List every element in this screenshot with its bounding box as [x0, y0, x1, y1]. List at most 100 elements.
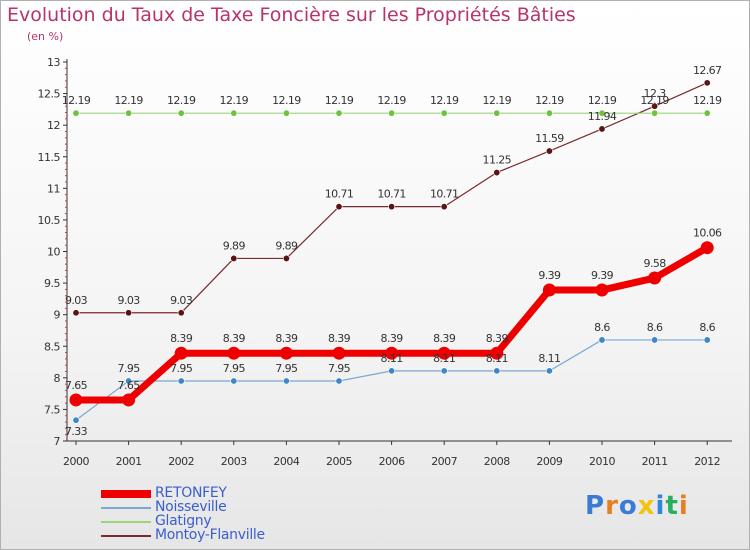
- data-point-montoy-flanville: [493, 169, 501, 177]
- data-point-retonfey: [279, 346, 293, 360]
- data-label-glatigny: 12.19: [640, 94, 669, 107]
- data-label-glatigny: 12.19: [535, 94, 564, 107]
- x-tick-label: 2003: [221, 455, 247, 468]
- x-tick-label: 2012: [694, 455, 720, 468]
- data-point-retonfey: [700, 241, 714, 255]
- chart-subtitle: (en %): [27, 30, 64, 43]
- y-tick-label: 11.5: [38, 151, 61, 164]
- logo-letter: i: [655, 491, 666, 521]
- data-point-glatigny: [440, 109, 448, 117]
- data-point-noisseville: [703, 336, 711, 344]
- data-point-noisseville: [440, 367, 448, 375]
- data-label-noisseville: 8.11: [433, 352, 455, 365]
- data-label-montoy-flanville: 9.89: [223, 239, 246, 252]
- legend-label-noisseville: Noisseville: [155, 499, 227, 515]
- data-point-retonfey: [437, 346, 451, 360]
- x-tick-label: 2011: [642, 455, 668, 468]
- data-point-noisseville: [335, 377, 343, 385]
- data-label-noisseville: 7.95: [223, 362, 246, 375]
- data-label-montoy-flanville: 9.03: [170, 294, 193, 307]
- data-label-montoy-flanville: 11.94: [588, 110, 617, 123]
- data-label-retonfey: 7.65: [65, 379, 88, 392]
- data-point-retonfey: [385, 346, 399, 360]
- data-label-montoy-flanville: 9.03: [65, 294, 88, 307]
- data-label-glatigny: 12.19: [272, 94, 301, 107]
- data-point-retonfey: [595, 283, 609, 297]
- y-tick-label: 10.5: [38, 214, 61, 227]
- data-point-glatigny: [282, 109, 290, 117]
- data-point-glatigny: [598, 109, 606, 117]
- data-point-noisseville: [545, 367, 553, 375]
- data-point-glatigny: [125, 109, 133, 117]
- data-label-montoy-flanville: 10.71: [377, 188, 406, 201]
- data-point-montoy-flanville: [282, 254, 290, 262]
- data-point-retonfey: [69, 393, 83, 407]
- data-label-noisseville: 8.6: [594, 321, 610, 334]
- data-label-noisseville: 7.95: [328, 362, 351, 375]
- x-tick-label: 2002: [168, 455, 194, 468]
- data-point-noisseville: [230, 377, 238, 385]
- legend-label-glatigny: Glatigny: [155, 513, 212, 529]
- data-label-retonfey: 8.39: [223, 332, 246, 345]
- data-point-retonfey: [490, 346, 504, 360]
- legend-item-noisseville: Noisseville: [101, 499, 321, 515]
- data-label-montoy-flanville: 11.59: [535, 132, 564, 145]
- data-point-noisseville: [282, 377, 290, 385]
- data-label-glatigny: 12.19: [220, 94, 249, 107]
- logo-letter: r: [605, 491, 619, 521]
- x-tick-label: 2007: [431, 455, 457, 468]
- chart-title: Evolution du Taux de Taxe Foncière sur l…: [7, 4, 576, 26]
- data-point-montoy-flanville: [125, 309, 133, 317]
- data-point-montoy-flanville: [651, 102, 659, 110]
- data-label-retonfey: 8.39: [486, 332, 509, 345]
- data-label-glatigny: 12.19: [62, 94, 91, 107]
- data-point-montoy-flanville: [598, 125, 606, 133]
- data-label-glatigny: 12.19: [167, 94, 196, 107]
- x-tick-label: 2010: [589, 455, 615, 468]
- data-point-montoy-flanville: [335, 203, 343, 211]
- data-label-glatigny: 12.19: [430, 94, 459, 107]
- logo-letter: P: [585, 491, 606, 521]
- y-tick-label: 8.5: [44, 340, 60, 353]
- legend: RETONFEY Noisseville Glatigny Montoy-Flanvi…: [101, 485, 321, 543]
- x-tick-label: 2005: [326, 455, 352, 468]
- y-tick-label: 9.5: [44, 277, 60, 290]
- data-label-noisseville: 8.6: [647, 321, 663, 334]
- data-point-glatigny: [230, 109, 238, 117]
- data-point-noisseville: [651, 336, 659, 344]
- data-label-glatigny: 12.19: [114, 94, 143, 107]
- data-label-retonfey: 9.58: [644, 257, 667, 270]
- data-point-glatigny: [545, 109, 553, 117]
- data-point-noisseville: [177, 377, 185, 385]
- legend-swatch-montoy-flanville: [101, 535, 151, 537]
- proxiti-logo: Proxiti: [585, 491, 689, 521]
- legend-item-retonfey: RETONFEY: [101, 485, 321, 501]
- data-point-noisseville: [125, 377, 133, 385]
- data-label-glatigny: 12.19: [588, 94, 617, 107]
- legend-item-glatigny: Glatigny: [101, 513, 321, 529]
- logo-letter: o: [618, 491, 638, 521]
- y-tick-label: 11: [47, 182, 60, 195]
- data-label-retonfey: 8.39: [170, 332, 193, 345]
- data-label-retonfey: 10.06: [693, 227, 722, 240]
- legend-item-montoy-flanville: Montoy-Flanville: [101, 527, 321, 543]
- data-label-montoy-flanville: 10.71: [325, 188, 354, 201]
- y-tick-label: 10: [47, 246, 60, 259]
- data-label-noisseville: 8.11: [381, 352, 403, 365]
- data-point-noisseville: [388, 367, 396, 375]
- data-point-retonfey: [332, 346, 346, 360]
- data-point-glatigny: [335, 109, 343, 117]
- logo-letter: x: [637, 491, 656, 521]
- y-tick-label: 12: [47, 119, 60, 132]
- data-label-montoy-flanville: 9.03: [118, 294, 141, 307]
- data-label-retonfey: 7.65: [118, 379, 141, 392]
- x-tick-label: 2001: [116, 455, 142, 468]
- data-point-glatigny: [651, 109, 659, 117]
- data-point-montoy-flanville: [545, 147, 553, 155]
- data-point-glatigny: [493, 109, 501, 117]
- data-point-retonfey: [174, 346, 188, 360]
- logo-letter: t: [665, 491, 679, 521]
- data-label-glatigny: 12.19: [325, 94, 354, 107]
